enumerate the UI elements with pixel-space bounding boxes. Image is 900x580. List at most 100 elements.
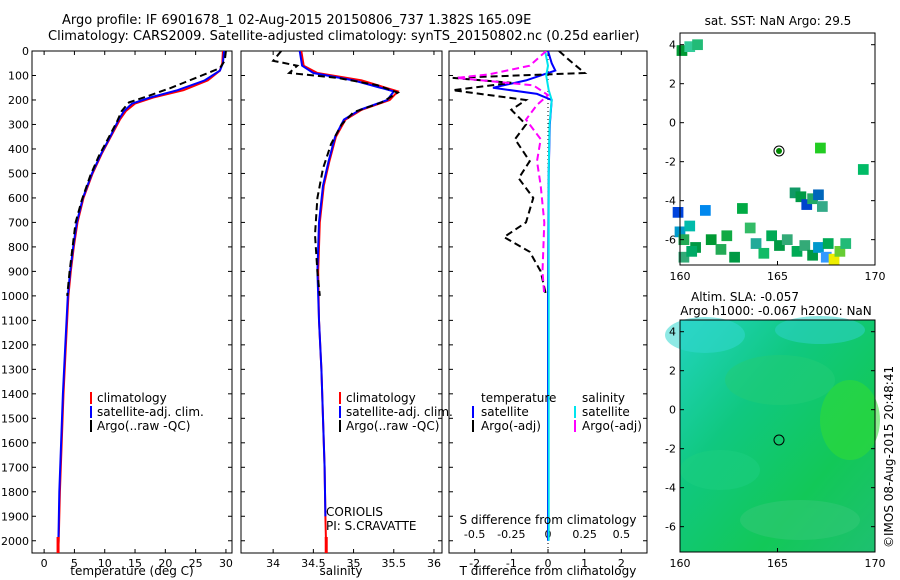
x-tick-label: 34 <box>266 557 280 570</box>
depth-tick-label: 300 <box>8 118 29 131</box>
map-x-tick-label: 170 <box>865 557 886 570</box>
legend-climatology-label: climatology <box>97 391 167 405</box>
depth-tick-label: 1100 <box>1 314 29 327</box>
temperature-panel: 0100200300400500600700800900100011001200… <box>1 45 233 578</box>
sst-cell <box>678 251 690 263</box>
depth-tick-label: 1800 <box>1 486 29 499</box>
depth-tick-label: 100 <box>8 69 29 82</box>
sst-cell <box>820 251 832 263</box>
sst-cell <box>801 199 813 210</box>
sla-argo-marker <box>773 434 785 446</box>
x-tick-label: 2 <box>618 557 625 570</box>
sst-cell <box>822 238 834 249</box>
map-y-tick-label: -6 <box>665 521 676 534</box>
legend-s-argo-label: Argo(-adj) <box>582 419 642 433</box>
temperature-frame <box>31 50 233 554</box>
sst-cell <box>684 220 696 232</box>
x-tick-label: 25 <box>189 557 203 570</box>
map-y-tick-label: -2 <box>665 156 676 169</box>
sla-map-panel: Altim. SLA: -0.057 Argo h1000: -0.067 h2… <box>665 290 886 570</box>
series-line-argo-raw-qc- <box>271 51 401 296</box>
difference-panel: -2 -1 0 1 2-0.5 -0.25 0 0.25 0.5 S difference fr… <box>448 50 648 578</box>
sst-cell <box>715 244 727 255</box>
chart-title-line1: Argo profile: IF 6901678_1 02-Aug-2015 2… <box>62 13 532 28</box>
sst-cell <box>729 251 740 263</box>
sst-cell <box>789 187 801 199</box>
series-line-climatology <box>300 51 400 551</box>
legend-t-satellite-label: satellite <box>481 405 529 419</box>
map-x-tick-label: 165 <box>767 557 788 570</box>
x-tick-label: 15 <box>128 557 142 570</box>
depth-tick-label: 1600 <box>1 437 29 450</box>
sst-cell <box>672 207 684 218</box>
series-line-s-satellite <box>544 51 553 541</box>
s-tick-label: 0.25 <box>572 528 597 541</box>
sst-cell <box>828 253 840 265</box>
series-line-t-argo-adj- <box>452 51 588 297</box>
depth-tick-label: 700 <box>8 216 29 229</box>
legend-satellite-label: satellite-adj. clim. <box>346 405 453 419</box>
sst-cell <box>758 247 770 259</box>
imos-credit: ©IMOS 08-Aug-2015 20:48:41 <box>882 366 896 548</box>
depth-tick-label: 500 <box>8 167 29 180</box>
difference-s-xlabel: S difference from climatology <box>460 513 637 527</box>
sst-cell <box>815 142 826 154</box>
sst-argo-marker <box>773 145 785 157</box>
sla-map-subtitle: Argo h1000: -0.067 h2000: NaN <box>680 304 872 318</box>
depth-tick-label: 600 <box>8 192 29 205</box>
sla-map-texture <box>665 316 880 540</box>
sst-cell <box>816 201 828 212</box>
sst-cell <box>750 238 762 249</box>
sla-map-title: Altim. SLA: -0.057 <box>691 290 799 304</box>
x-tick-label: 0 <box>545 557 552 570</box>
x-tick-label: 30 <box>219 557 233 570</box>
sst-cell <box>692 39 703 51</box>
legend-s-satellite-label: satellite <box>582 405 630 419</box>
x-tick-label: 5 <box>71 557 78 570</box>
depth-tick-label: 900 <box>8 265 29 278</box>
sst-cell <box>807 249 818 261</box>
map-y-tick-label: 4 <box>669 39 676 52</box>
depth-tick-label: 1000 <box>1 290 29 303</box>
sst-cell <box>840 238 852 249</box>
sst-map-panel: sat. SST: NaN Argo: 29.5 160 165 170 -6 -4 -2… <box>665 14 885 283</box>
legend-argo-label: Argo(..raw -QC) <box>346 419 439 433</box>
series-line-argo-raw-qc- <box>66 51 227 296</box>
depth-tick-label: 400 <box>8 143 29 156</box>
salinity-xlabel: salinity <box>319 564 362 578</box>
depth-tick-label: 1300 <box>1 363 29 376</box>
legend-satellite-label: satellite-adj. clim. <box>97 405 204 419</box>
sst-cell <box>686 245 698 257</box>
sst-cell <box>781 234 793 246</box>
sst-argo-marker-dot <box>776 148 782 154</box>
s-tick-label: -0.5 <box>464 528 485 541</box>
legend-temperature-heading: temperature <box>481 391 556 405</box>
temperature-legend: climatology satellite-adj. clim. Argo(..… <box>90 391 204 433</box>
map-y-tick-label: 2 <box>669 78 676 91</box>
series-line-t-satellite <box>492 51 557 541</box>
s-tick-label: -0.25 <box>497 528 525 541</box>
difference-t-xlabel: T difference from climatology <box>459 564 637 578</box>
sst-cell <box>705 234 717 246</box>
difference-legend: temperature satellite Argo(-adj) salinit… <box>472 391 642 433</box>
x-tick-label: 35.5 <box>382 557 407 570</box>
x-tick-label: 34.5 <box>301 557 326 570</box>
x-tick-label: 0 <box>41 557 48 570</box>
series-line-satellite-adj-clim- <box>298 51 396 517</box>
sst-cell <box>813 189 824 201</box>
chart-title-line2: Climatology: CARS2009. Satellite-adjuste… <box>48 29 640 44</box>
sst-cell <box>699 205 711 216</box>
sst-cell <box>857 164 869 175</box>
depth-tick-label: 800 <box>8 241 29 254</box>
sst-cell <box>795 191 807 203</box>
legend-argo-label: Argo(..raw -QC) <box>97 419 190 433</box>
x-tick-label: 1 <box>581 557 588 570</box>
sst-cell <box>799 240 811 251</box>
salinity-frame <box>240 50 443 554</box>
depth-tick-label: 1400 <box>1 388 29 401</box>
sst-cell <box>834 245 846 257</box>
sst-cell <box>744 222 756 234</box>
series-line-climatology <box>57 51 224 551</box>
map-x-tick-label: 165 <box>767 270 788 283</box>
